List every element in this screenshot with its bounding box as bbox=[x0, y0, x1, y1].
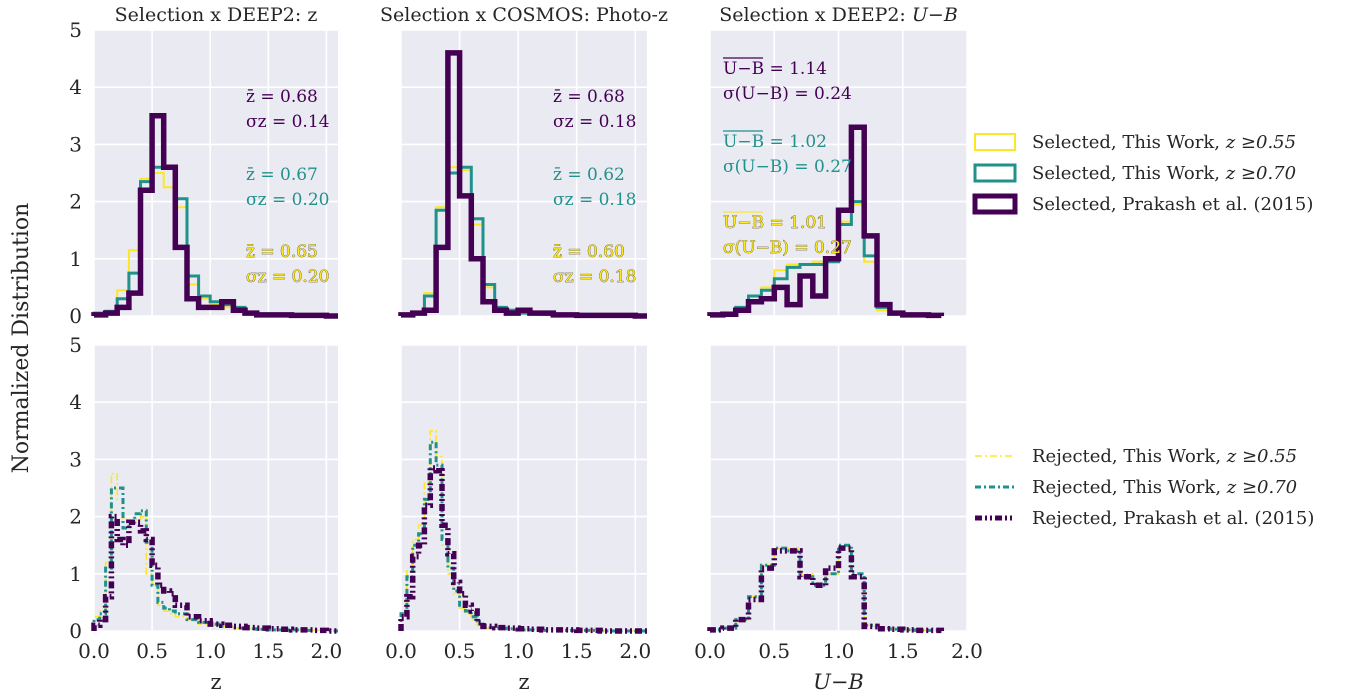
stat-annotation: U−B = 1.01 σ(U−B) = 0.27 bbox=[723, 211, 852, 258]
legend-label: Rejected, This Work, z ≥0.70 bbox=[1032, 477, 1297, 498]
x-tick-label: 1.0 bbox=[502, 639, 534, 663]
stat-mean: U−B = 1.14 bbox=[723, 59, 827, 79]
x-axis-label: z bbox=[210, 670, 221, 694]
x-tick-label: 0.5 bbox=[444, 639, 476, 663]
legend-entry: Rejected, Prakash et al. (2015) bbox=[975, 508, 1314, 529]
x-tick-label: 0.5 bbox=[758, 639, 790, 663]
x-axis-label: z bbox=[518, 670, 529, 694]
x-tick-label: 0.0 bbox=[385, 639, 417, 663]
stat-annotation: z̄ = 0.67 σz = 0.20 bbox=[246, 165, 329, 210]
legend-label: Rejected, This Work, z ≥0.55 bbox=[1032, 446, 1297, 467]
stat-sigma: σ(U−B) = 0.27 bbox=[723, 157, 852, 177]
stat-mean: U−B = 1.02 bbox=[723, 132, 827, 152]
stat-annotation: z̄ = 0.62 σz = 0.18 bbox=[553, 165, 636, 210]
plot-background bbox=[94, 30, 338, 316]
panel-3: Selection x DEEP2: U−B U−B = 1.14 σ(U−B) =… bbox=[707, 4, 968, 319]
y-tick-label: 0 bbox=[69, 619, 82, 643]
stat-mean: z̄ = 0.65 bbox=[246, 242, 318, 262]
panel-1: 0 1 2 3 4 5 Selection x DEEP2: z z̄ = 0.68 σz = … bbox=[69, 4, 338, 328]
panel-5: 0.0 0.5 1.0 1.5 2.0 z bbox=[385, 344, 651, 694]
stat-mean: z̄ = 0.62 bbox=[553, 165, 625, 185]
stat-annotation: z̄ = 0.60 σz = 0.18 bbox=[553, 242, 637, 288]
y-tick-label: 4 bbox=[69, 75, 82, 99]
legend-label: Selected, This Work, z ≥0.70 bbox=[1032, 163, 1296, 184]
legend-entry: Rejected, This Work, z ≥0.55 bbox=[975, 446, 1297, 467]
x-axis-label: U−B bbox=[813, 670, 864, 694]
stat-sigma: σz = 0.20 bbox=[246, 267, 329, 287]
y-tick-label: 5 bbox=[69, 333, 82, 357]
x-tick-label: 2.0 bbox=[310, 639, 342, 663]
rejected-hist-series-2 bbox=[399, 440, 647, 633]
selected-hist-series-3 bbox=[398, 50, 647, 319]
stat-mean: U−B = 1.01 bbox=[723, 213, 827, 233]
y-tick-label: 4 bbox=[69, 390, 82, 414]
legend-entry: Selected, This Work, z ≥0.70 bbox=[973, 163, 1296, 184]
panel-title: Selection x DEEP2: z bbox=[115, 4, 318, 26]
stat-annotation: z̄ = 0.68 σz = 0.18 bbox=[553, 87, 636, 132]
plot-background bbox=[94, 345, 338, 631]
x-tick-label: 1.0 bbox=[823, 639, 855, 663]
stat-sigma: σz = 0.18 bbox=[553, 112, 636, 132]
y-tick-label: 3 bbox=[69, 132, 82, 156]
stat-annotation: z̄ = 0.68 σz = 0.14 bbox=[246, 87, 329, 132]
stat-sigma: σz = 0.18 bbox=[553, 267, 636, 287]
stat-mean: z̄ = 0.67 bbox=[246, 165, 318, 185]
legend-entry: Selected, This Work, z ≥0.55 bbox=[974, 132, 1296, 153]
figure-ylabel: Normalized Distribution bbox=[9, 203, 34, 474]
plot-background bbox=[401, 345, 647, 631]
stat-annotation: U−B = 1.02 σ(U−B) = 0.27 bbox=[723, 130, 852, 177]
x-tick-label: 0.5 bbox=[136, 639, 168, 663]
panel-6: 0.0 0.5 1.0 1.5 2.0 U−B bbox=[694, 344, 983, 694]
plot-background bbox=[401, 30, 647, 316]
x-tick-label: 2.0 bbox=[951, 639, 983, 663]
stat-sigma: σ(U−B) = 0.27 bbox=[723, 238, 852, 258]
x-tick-label: 0.0 bbox=[78, 639, 110, 663]
legend-label: Selected, Prakash et al. (2015) bbox=[1032, 194, 1313, 215]
y-tick-label: 1 bbox=[69, 562, 82, 586]
panel-title: Selection x COSMOS: Photo-z bbox=[380, 4, 668, 26]
selected-hist-series-3 bbox=[91, 113, 338, 319]
x-tick-label: 0.0 bbox=[694, 639, 726, 663]
y-tick-label: 2 bbox=[69, 190, 82, 214]
y-tick-label: 3 bbox=[69, 447, 82, 471]
stat-annotation: z̄ = 0.65 σz = 0.20 bbox=[246, 242, 330, 288]
stat-sigma: σz = 0.18 bbox=[553, 190, 636, 210]
stat-sigma: σz = 0.20 bbox=[246, 190, 329, 210]
stat-mean: z̄ = 0.68 bbox=[553, 87, 625, 107]
stat-annotation: U−B = 1.14 σ(U−B) = 0.24 bbox=[723, 57, 852, 104]
x-tick-label: 2.0 bbox=[619, 639, 651, 663]
stat-sigma: σ(U−B) = 0.24 bbox=[723, 84, 852, 104]
legend-entry: Selected, Prakash et al. (2015) bbox=[972, 193, 1313, 215]
y-tick-label: 0 bbox=[69, 304, 82, 328]
y-tick-label: 2 bbox=[69, 505, 82, 529]
legend-swatch bbox=[974, 133, 1016, 151]
rejected-hist-series-3 bbox=[707, 545, 945, 634]
panel-title: Selection x DEEP2: U−B bbox=[719, 4, 958, 26]
x-tick-label: 1.5 bbox=[252, 639, 284, 663]
legend-swatch bbox=[973, 163, 1017, 183]
y-tick-label: 5 bbox=[69, 18, 82, 42]
x-tick-label: 1.5 bbox=[887, 639, 919, 663]
legend-entry: Rejected, This Work, z ≥0.70 bbox=[975, 477, 1297, 498]
selected-hist-series-3 bbox=[707, 124, 945, 319]
x-tick-label: 1.0 bbox=[194, 639, 226, 663]
rejected-hist-series-3 bbox=[91, 513, 338, 634]
stat-sigma: σz = 0.14 bbox=[246, 112, 329, 132]
legend-label: Selected, This Work, z ≥0.55 bbox=[1032, 132, 1296, 153]
legend-swatch bbox=[972, 193, 1018, 215]
y-tick-label: 1 bbox=[69, 247, 82, 271]
stat-mean: z̄ = 0.60 bbox=[553, 242, 625, 262]
panel-2: Selection x COSMOS: Photo-z z̄ = 0.68 σz =… bbox=[380, 4, 668, 319]
x-tick-label: 1.5 bbox=[561, 639, 593, 663]
legend-label: Rejected, Prakash et al. (2015) bbox=[1032, 508, 1314, 529]
panel-4: 0 1 2 3 4 5 0.0 0.5 1.0 1.5 2.0 z bbox=[69, 333, 342, 694]
rejected-hist-series-3 bbox=[398, 465, 647, 634]
stat-mean: z̄ = 0.68 bbox=[246, 87, 318, 107]
